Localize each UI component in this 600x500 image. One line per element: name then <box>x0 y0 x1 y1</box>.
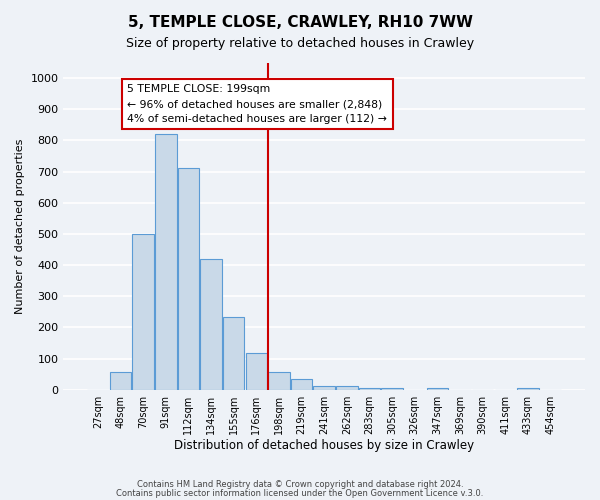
Bar <box>155 134 176 390</box>
Text: Contains public sector information licensed under the Open Government Licence v.: Contains public sector information licen… <box>116 489 484 498</box>
Bar <box>336 386 358 390</box>
Text: Contains HM Land Registry data © Crown copyright and database right 2024.: Contains HM Land Registry data © Crown c… <box>137 480 463 489</box>
Bar <box>223 318 244 390</box>
Y-axis label: Number of detached properties: Number of detached properties <box>15 138 25 314</box>
Bar <box>133 234 154 390</box>
Bar <box>427 388 448 390</box>
Bar <box>110 372 131 390</box>
Text: 5 TEMPLE CLOSE: 199sqm
← 96% of detached houses are smaller (2,848)
4% of semi-d: 5 TEMPLE CLOSE: 199sqm ← 96% of detached… <box>127 84 387 124</box>
Bar <box>382 388 403 390</box>
Bar <box>200 259 222 390</box>
Bar <box>245 353 267 390</box>
Bar <box>359 388 380 390</box>
Bar <box>178 168 199 390</box>
Text: 5, TEMPLE CLOSE, CRAWLEY, RH10 7WW: 5, TEMPLE CLOSE, CRAWLEY, RH10 7WW <box>128 15 473 30</box>
X-axis label: Distribution of detached houses by size in Crawley: Distribution of detached houses by size … <box>174 440 474 452</box>
Bar <box>291 380 313 390</box>
Text: Size of property relative to detached houses in Crawley: Size of property relative to detached ho… <box>126 38 474 51</box>
Bar <box>313 386 335 390</box>
Bar <box>268 372 290 390</box>
Bar <box>517 388 539 390</box>
